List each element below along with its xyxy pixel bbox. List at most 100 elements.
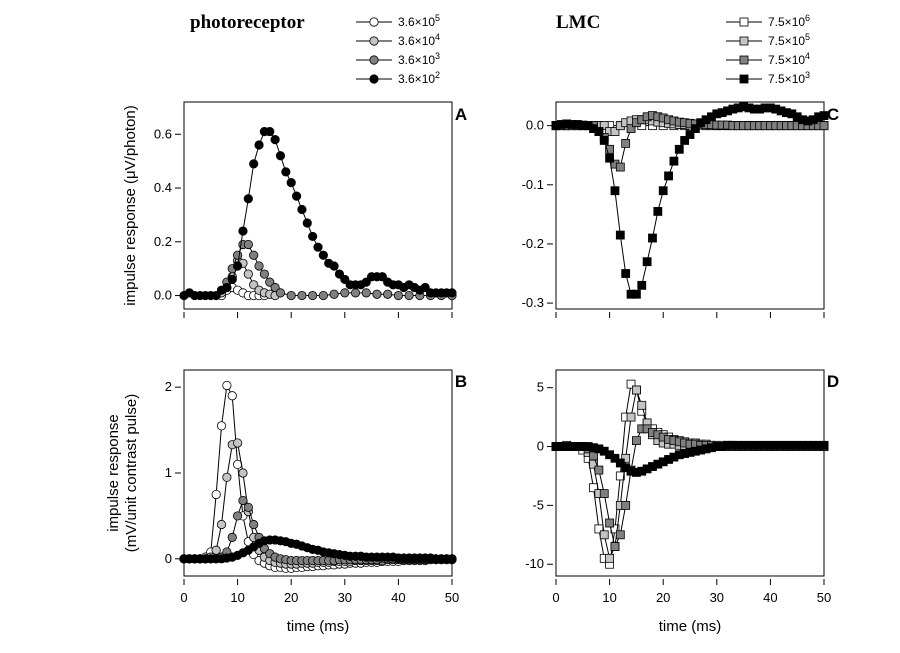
legend-label: 3.6×103 [398, 51, 440, 67]
legend-marker [369, 17, 379, 27]
data-point [680, 136, 690, 145]
data-point [615, 458, 625, 468]
legend-marker [369, 74, 379, 84]
data-point [270, 135, 280, 145]
data-point [621, 138, 631, 148]
series-1 [551, 385, 829, 563]
data-point [626, 379, 636, 389]
data-point [254, 261, 264, 271]
series-3 [179, 126, 457, 301]
data-point [211, 545, 221, 555]
plot-frame [555, 369, 825, 577]
legend-marker [739, 74, 749, 84]
data-point [447, 288, 457, 298]
legend-marker [739, 36, 749, 46]
data-point [819, 121, 829, 131]
data-point [259, 269, 269, 279]
panel-letter: A [455, 105, 467, 124]
data-point [599, 489, 609, 499]
legend-label: 7.5×106 [768, 13, 810, 29]
data-point [674, 144, 684, 154]
data-point [685, 130, 695, 139]
legend-label: 3.6×104 [398, 32, 440, 48]
data-point [377, 272, 387, 282]
y-tick-label: -0.3 [522, 295, 544, 310]
series-0 [551, 379, 829, 569]
data-point [238, 226, 248, 236]
legend-item: 7.5×104 [726, 51, 810, 67]
data-point [610, 453, 620, 463]
data-point [243, 502, 253, 512]
plot-frame [183, 369, 453, 577]
data-point [605, 144, 614, 154]
data-point [653, 207, 663, 216]
data-point [270, 282, 280, 293]
y-tick-label: 0.6 [154, 126, 172, 141]
legend-marker [739, 17, 749, 27]
data-point [291, 191, 302, 201]
data-point [383, 289, 393, 299]
legend-marker [369, 55, 379, 65]
data-point [222, 380, 232, 391]
data-point [243, 269, 253, 279]
data-point [265, 126, 275, 137]
y-tick-label: 5 [537, 380, 544, 395]
data-point [243, 194, 253, 204]
legend-marker [369, 36, 379, 46]
y-axis-label: impulse response (μV/photon) [122, 105, 139, 305]
data-point [238, 495, 248, 506]
panel-letter: D [827, 372, 839, 391]
panel-c: 0.0 -0.1 -0.2 -0.3 C [522, 101, 839, 318]
y-tick-label: -0.2 [522, 236, 544, 251]
data-point [227, 532, 237, 542]
x-tick-label: 40 [391, 590, 405, 605]
data-point [372, 289, 382, 299]
series-3 [179, 535, 457, 564]
panel-a: 0.0 0.2 0.4 0.6 impulse response (μV/photon)… [122, 101, 467, 318]
data-point [610, 186, 620, 196]
data-point [599, 121, 609, 131]
data-point [318, 290, 328, 301]
photoreceptor-title: photoreceptor [190, 12, 305, 33]
data-point [249, 519, 259, 530]
data-point [249, 280, 259, 290]
data-point [329, 261, 339, 271]
data-point [350, 288, 361, 298]
data-point [637, 280, 647, 290]
data-point [281, 167, 291, 177]
data-point [361, 277, 371, 287]
data-point [222, 282, 232, 293]
data-point [254, 140, 264, 150]
panel-letter: C [827, 105, 839, 124]
legend-item: 7.5×103 [726, 70, 810, 86]
panel-b: 0 10 20 30 40 50 0 1 2 time (ms) impulse response(… [105, 369, 467, 635]
y-tick-label: 0.0 [526, 118, 544, 133]
y-tick-label: 1 [165, 465, 172, 480]
x-tick-label: 0 [180, 590, 187, 605]
legend-label: 7.5×105 [768, 32, 810, 48]
x-tick-label: 30 [338, 590, 352, 605]
x-tick-label: 10 [230, 590, 244, 605]
y-tick-label: 0.0 [154, 288, 172, 303]
data-point [664, 171, 673, 181]
data-point [297, 204, 307, 215]
data-point [819, 111, 829, 121]
x-tick-label: 50 [445, 590, 459, 605]
legend-item: 3.6×102 [356, 70, 440, 86]
legend-label: 3.6×102 [398, 70, 440, 86]
data-point [420, 282, 430, 293]
legend-marker [739, 55, 749, 65]
data-point [615, 530, 625, 540]
data-point [227, 391, 237, 401]
data-point [286, 290, 296, 301]
data-point [621, 453, 631, 463]
data-point [243, 239, 253, 250]
data-point [599, 530, 609, 540]
data-point [302, 218, 312, 228]
data-point [308, 231, 318, 242]
data-point [216, 519, 227, 530]
data-point [308, 290, 318, 301]
series-line [183, 131, 452, 297]
x-tick-label: 0 [552, 590, 559, 605]
